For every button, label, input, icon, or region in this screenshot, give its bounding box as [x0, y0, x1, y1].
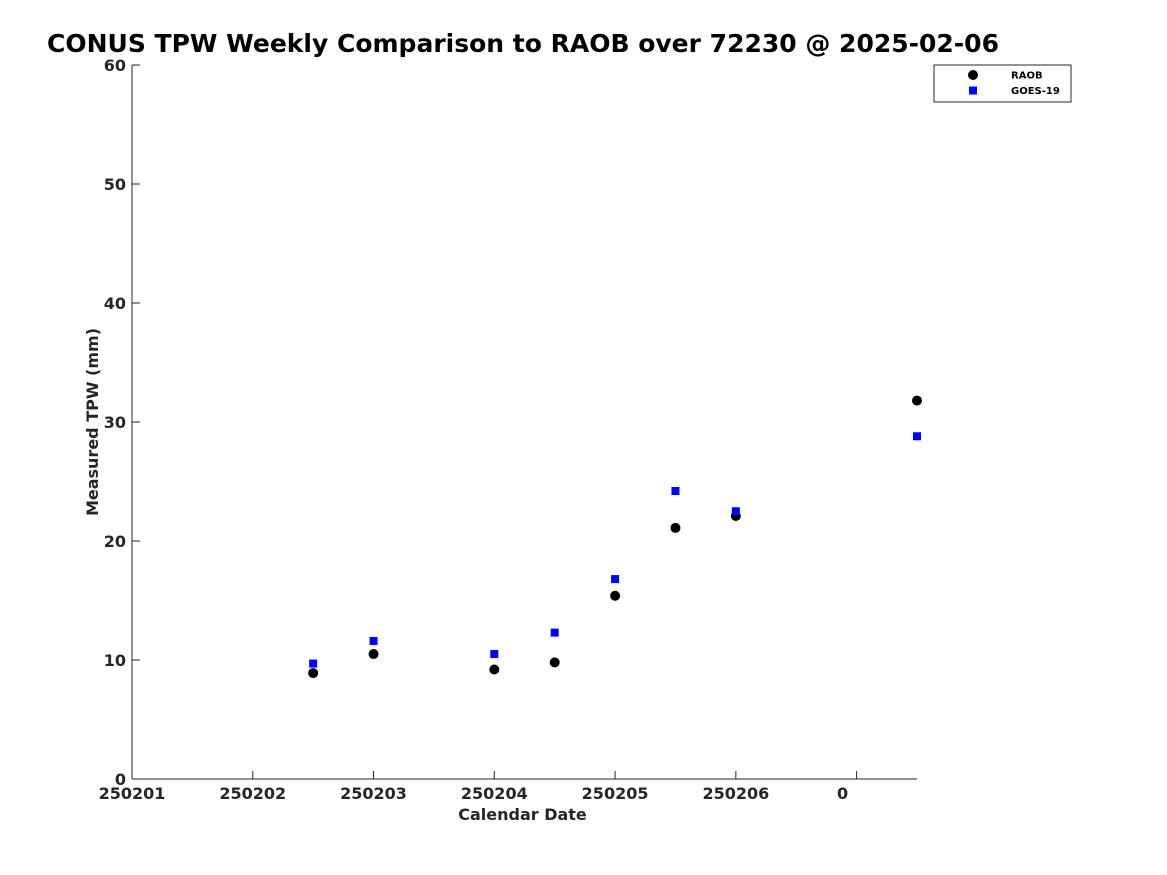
chart-title: CONUS TPW Weekly Comparison to RAOB over… — [47, 29, 999, 58]
raob-point — [549, 657, 560, 668]
y-tick-label: 40 — [104, 294, 126, 313]
legend-marker-goes — [969, 86, 977, 95]
raob-point — [912, 395, 922, 406]
legend-label: GOES-19 — [1011, 86, 1060, 97]
y-tick-label: 50 — [104, 175, 126, 194]
goes-point — [731, 507, 740, 516]
goes-point — [369, 636, 378, 645]
x-tick-label: 250204 — [461, 784, 528, 803]
legend-label: RAOB — [1011, 71, 1043, 82]
x-tick-label: 0 — [837, 784, 848, 803]
x-tick-label: 250203 — [340, 784, 407, 803]
legend-marker-raob — [968, 70, 978, 80]
legend-box — [933, 64, 1072, 103]
raob-point — [308, 668, 319, 679]
y-tick-label: 10 — [104, 651, 126, 670]
x-tick-label: 250201 — [99, 784, 166, 803]
y-axis-ticks: 0 10 20 30 40 50 60 — [104, 56, 140, 789]
legend: RAOB GOES-19 — [933, 64, 1072, 103]
y-tick-label: 60 — [104, 56, 126, 75]
raob-point — [489, 664, 500, 675]
x-axis-title: Calendar Date — [458, 805, 587, 824]
raob-point — [610, 590, 621, 601]
goes-point — [490, 650, 499, 659]
goes-point — [913, 432, 921, 441]
goes-point — [309, 659, 318, 668]
raob-point — [368, 649, 379, 660]
x-tick-label: 250202 — [219, 784, 286, 803]
y-tick-label: 30 — [104, 413, 126, 432]
goes-point — [671, 487, 680, 496]
goes-point — [611, 575, 620, 584]
data-points — [308, 395, 922, 679]
raob-point — [670, 522, 681, 533]
y-tick-label: 20 — [104, 532, 126, 551]
series-raob — [308, 395, 922, 679]
y-axis-title: Measured TPW (mm) — [83, 328, 102, 516]
x-tick-label: 250205 — [582, 784, 649, 803]
x-axis-ticks: 250201 250202 250203 250204 250205 250206 0 — [99, 771, 858, 803]
goes-point — [550, 628, 559, 637]
axes — [131, 65, 917, 780]
y-tick-label: 0 — [115, 770, 126, 789]
series-goes-19 — [309, 432, 921, 668]
x-tick-label: 250206 — [702, 784, 769, 803]
